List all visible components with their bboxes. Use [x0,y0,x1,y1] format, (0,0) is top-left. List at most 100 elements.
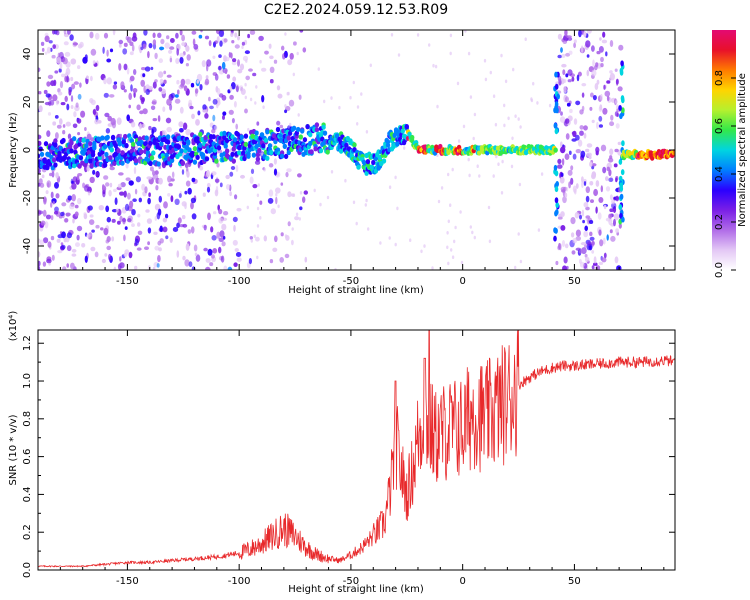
noise-dot [101,258,106,264]
spectrogram-xtick-label: 50 [568,276,581,287]
noise-dot [231,118,235,124]
noise-dot [246,205,249,210]
noise-dot [38,265,41,270]
noise-dot [568,50,573,55]
signal-dot [151,150,156,156]
signal-dot [322,130,328,136]
signal-dot [121,139,127,145]
noise-dot [209,105,214,110]
noise-dot [379,241,382,245]
noise-dot [586,143,593,148]
signal-dot [92,145,97,151]
noise-dot [585,40,591,48]
noise-dot [55,30,60,36]
noise-dot [570,217,576,225]
noise-dot [257,183,260,187]
noise-dot [514,114,517,118]
noise-dot [319,202,322,207]
noise-dot [71,194,76,202]
streak-dot [619,67,624,74]
noise-dot [184,190,188,195]
signal-dot [100,149,105,155]
noise-dot [264,50,269,55]
noise-dot [42,261,47,267]
noise-dot [94,32,100,40]
noise-dot [149,166,154,172]
noise-dot [174,198,180,205]
noise-dot [436,104,439,109]
noise-dot [449,203,452,207]
noise-dot [67,30,71,35]
noise-dot [282,53,286,60]
noise-dot [573,42,576,49]
noise-dot [50,235,55,241]
noise-dot [591,250,595,254]
noise-dot [185,180,191,187]
noise-dot [154,52,158,60]
noise-dot [580,45,584,53]
noise-dot [170,195,174,203]
signal-dot [259,132,265,138]
noise-dot [437,199,441,204]
noise-dot [200,30,203,33]
noise-dot [560,146,566,154]
noise-dot [58,91,63,96]
signal-dot [109,147,115,153]
noise-dot [252,184,258,189]
noise-dot [72,42,78,46]
noise-dot [595,62,599,68]
noise-dot [214,125,218,131]
signal-dot [305,124,310,130]
noise-dot [574,212,580,219]
noise-dot [585,206,590,211]
streak-dot [554,83,559,90]
noise-dot [592,95,597,101]
noise-dot [256,224,260,228]
noise-dot [152,32,156,39]
noise-dot [269,259,274,264]
noise-dot [615,195,620,202]
snr-ytick-label: 0.0 [22,562,33,578]
noise-dot [62,130,66,135]
noise-dot [259,59,262,64]
figure-title: C2E2.2024.059.12.53.R09 [263,2,449,18]
signal-dot [72,136,77,142]
signal-dot [313,146,318,152]
noise-dot [471,230,474,235]
noise-dot [582,219,585,224]
signal-dot [267,143,273,149]
noise-dot [468,173,471,178]
noise-dot [576,74,580,82]
noise-dot [434,64,438,69]
noise-dot [507,116,510,121]
noise-dot [206,186,211,193]
noise-dot [71,83,76,90]
noise-dot [187,187,192,195]
noise-dot [75,242,80,248]
noise-dot [256,193,260,198]
noise-dot [609,70,613,74]
signal-dot [231,158,236,164]
noise-dot [130,84,133,92]
noise-dot [218,217,224,224]
noise-dot [153,231,158,235]
noise-dot [420,249,423,254]
noise-dot [388,185,392,189]
noise-dot [230,166,236,170]
noise-dot [254,160,261,165]
noise-dot [119,133,123,138]
noise-dot [112,84,118,90]
noise-dot [44,51,48,55]
noise-dot [217,88,221,96]
signal-dot [38,146,43,152]
noise-dot [84,185,89,192]
noise-dot [234,194,238,200]
signal-dot [156,161,161,167]
noise-dot [605,186,611,192]
noise-dot [323,99,326,104]
noise-dot [457,139,461,143]
noise-dot [148,192,151,197]
signal-dot [283,153,289,159]
noise-dot [182,122,188,130]
noise-dot [154,216,157,221]
